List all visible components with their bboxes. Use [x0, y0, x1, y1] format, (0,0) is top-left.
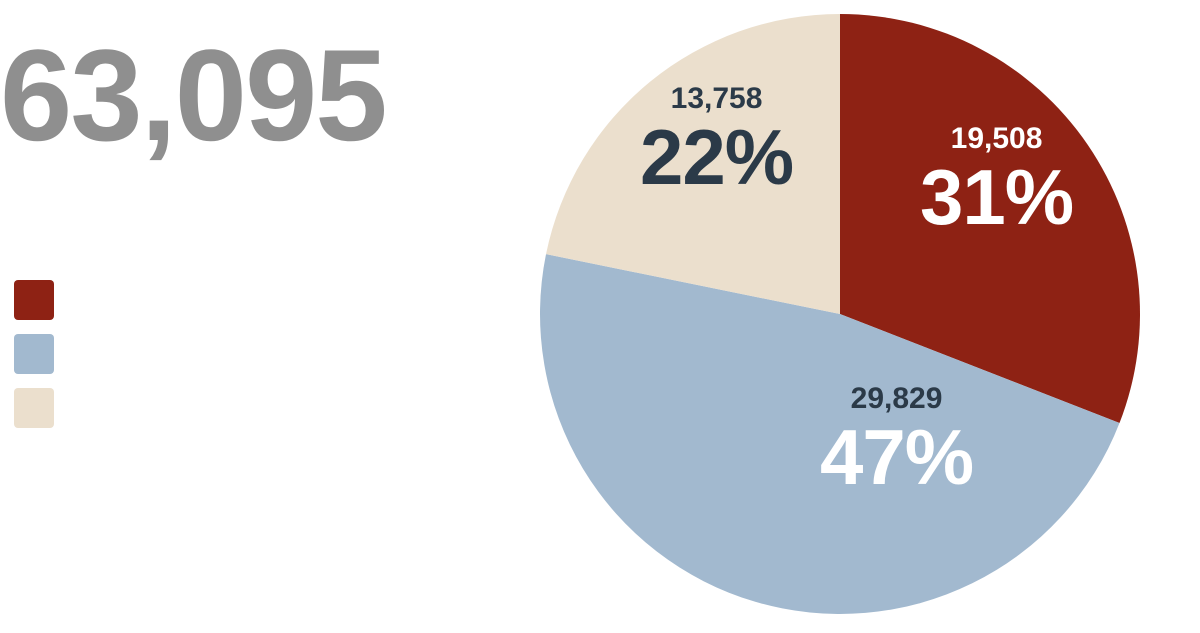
pie-svg — [540, 14, 1140, 614]
legend-item-0 — [14, 280, 54, 320]
legend-swatch-1 — [14, 334, 54, 374]
legend-swatch-0 — [14, 280, 54, 320]
legend — [14, 280, 54, 442]
legend-item-1 — [14, 334, 54, 374]
legend-item-2 — [14, 388, 54, 428]
pie-chart: 19,508 31% 29,829 47% 13,758 22% — [540, 14, 1140, 614]
chart-stage: 63,095 19,508 31% 29,829 47% 13,758 22% — [0, 0, 1200, 633]
total-number: 63,095 — [0, 20, 386, 170]
legend-swatch-2 — [14, 388, 54, 428]
